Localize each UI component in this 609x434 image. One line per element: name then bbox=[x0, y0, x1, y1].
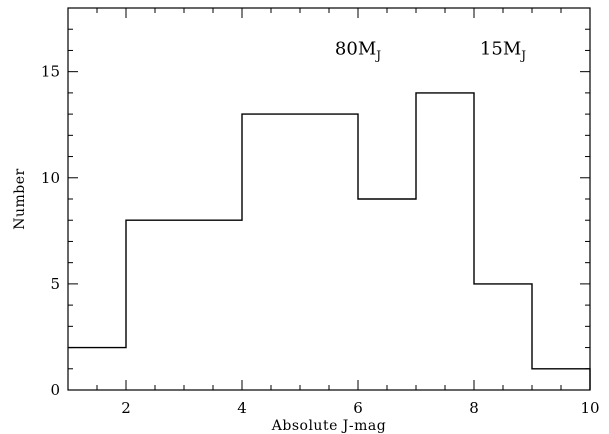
x-axis-label: Absolute J-mag bbox=[271, 418, 386, 434]
annotations: 80MJ 15MJ bbox=[335, 39, 526, 63]
histogram-bin bbox=[474, 284, 532, 390]
x-tick-label: 6 bbox=[353, 399, 363, 417]
mass-annotation: 15MJ bbox=[480, 39, 526, 63]
x-tick-label: 2 bbox=[121, 399, 131, 417]
tick-labels: 2 4 6 8 10 0 5 10 15 bbox=[41, 63, 600, 417]
histogram-bin bbox=[68, 348, 126, 390]
y-tick-label: 10 bbox=[41, 169, 60, 187]
histogram-bin bbox=[416, 93, 474, 390]
y-axis-label: Number bbox=[12, 168, 28, 229]
y-tick-label: 0 bbox=[50, 381, 60, 399]
plot-frame bbox=[67, 7, 591, 391]
histogram-bins bbox=[68, 93, 590, 390]
histogram-bin bbox=[358, 199, 416, 390]
tick-marks bbox=[67, 7, 591, 391]
x-tick-label: 10 bbox=[580, 399, 599, 417]
y-tick-label: 15 bbox=[41, 63, 60, 81]
histogram-bin bbox=[126, 220, 242, 390]
x-tick-label: 8 bbox=[469, 399, 479, 417]
histogram-step-line bbox=[68, 92, 591, 390]
x-tick-label: 4 bbox=[237, 399, 247, 417]
y-tick-label: 5 bbox=[50, 275, 60, 293]
mass-annotation: 80MJ bbox=[335, 39, 381, 63]
histogram-bin bbox=[242, 114, 358, 390]
